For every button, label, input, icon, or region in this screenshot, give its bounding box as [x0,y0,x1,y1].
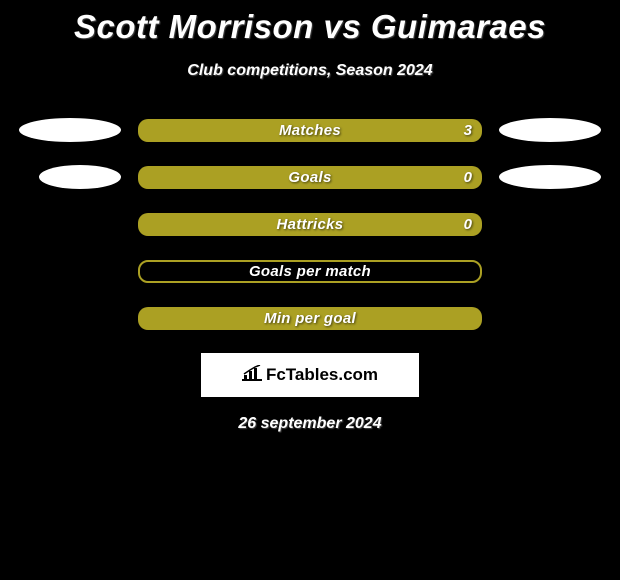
stat-bar: Min per goal [138,307,482,330]
footer-date: 26 september 2024 [0,415,620,433]
source-logo-box: FcTables.com [201,353,419,397]
stat-label: Goals [288,169,331,186]
stat-bar: Goals 0 [138,166,482,189]
right-spacer [507,306,609,330]
chart-icon [242,365,262,386]
comparison-card: Scott Morrison vs Guimaraes Club competi… [0,0,620,580]
stat-bar: Hattricks 0 [138,213,482,236]
stat-value: 3 [464,122,472,139]
right-spacer [507,259,609,283]
left-value-ellipse [19,118,121,142]
stat-row-goals: Goals 0 [0,165,620,189]
stat-row-min-per-goal: Min per goal [0,306,620,330]
page-title: Scott Morrison vs Guimaraes [0,0,620,46]
stat-bar: Goals per match [138,260,482,283]
left-value-ellipse [39,165,121,189]
right-value-ellipse [499,118,601,142]
right-value-ellipse [499,165,601,189]
stat-row-hattricks: Hattricks 0 [0,212,620,236]
stat-label: Goals per match [249,263,371,280]
stat-label: Min per goal [264,310,356,327]
stat-value: 0 [464,169,472,186]
right-spacer [507,212,609,236]
stat-bar: Matches 3 [138,119,482,142]
stat-row-goals-per-match: Goals per match [0,259,620,283]
stat-rows: Matches 3 Goals 0 Hattricks 0 Goals [0,118,620,330]
stat-label: Matches [279,122,341,139]
stat-label: Hattricks [277,216,344,233]
left-spacer [11,259,113,283]
source-logo-text: FcTables.com [266,365,378,385]
left-spacer [11,212,113,236]
stat-value: 0 [464,216,472,233]
subtitle: Club competitions, Season 2024 [0,62,620,80]
source-logo: FcTables.com [242,365,378,386]
stat-row-matches: Matches 3 [0,118,620,142]
left-spacer [11,306,113,330]
